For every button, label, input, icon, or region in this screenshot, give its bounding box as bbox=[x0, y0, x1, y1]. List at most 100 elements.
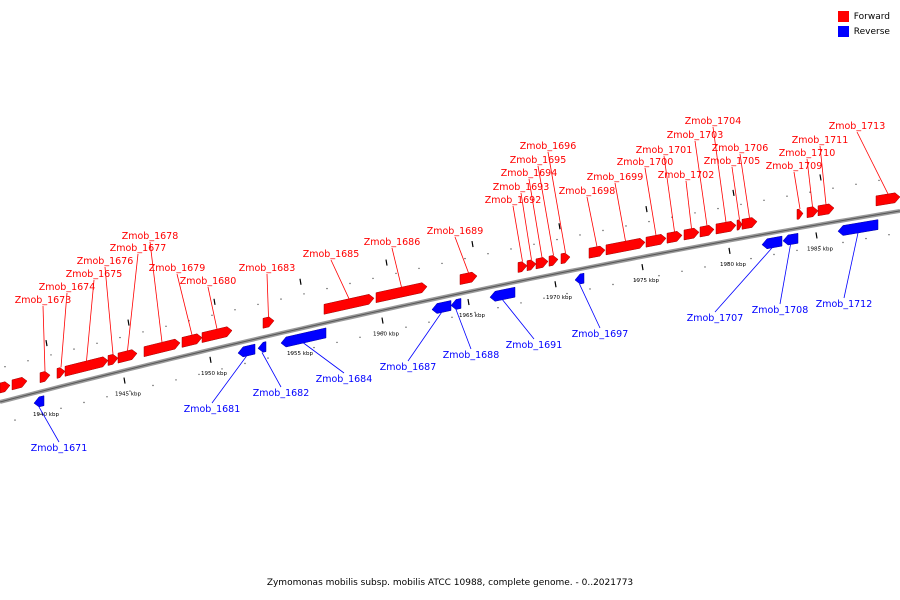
gene-label-zmob_1674[interactable]: Zmob_1674 bbox=[39, 282, 96, 293]
gene-arrow-zmob_1712[interactable] bbox=[837, 219, 879, 236]
leader-line bbox=[739, 153, 750, 218]
gene-arrow-zmob_1679[interactable] bbox=[181, 333, 203, 348]
gene-arrow-zmob_1702[interactable] bbox=[683, 227, 700, 241]
gene-arrow-zmob_1696[interactable] bbox=[560, 252, 571, 265]
gene-label-zmob_1713[interactable]: Zmob_1713 bbox=[829, 121, 886, 132]
gene-arrow-zmob_1695[interactable] bbox=[548, 255, 559, 267]
gene-label-zmob_1691[interactable]: Zmob_1691 bbox=[506, 340, 563, 351]
scale-dot bbox=[658, 275, 660, 277]
gene-label-zmob_1700[interactable]: Zmob_1700 bbox=[617, 157, 674, 168]
gene-label-zmob_1699[interactable]: Zmob_1699 bbox=[587, 172, 644, 183]
gene-label-zmob_1709[interactable]: Zmob_1709 bbox=[766, 161, 823, 172]
gene-label-zmob_1704[interactable]: Zmob_1704 bbox=[685, 116, 742, 127]
gene-label-zmob_1694[interactable]: Zmob_1694 bbox=[501, 168, 558, 179]
gene-label-zmob_1686[interactable]: Zmob_1686 bbox=[364, 237, 421, 248]
gene-arrow-zmob_1703[interactable] bbox=[699, 225, 715, 238]
scale-dot bbox=[487, 253, 489, 255]
gene-arrow-zmob_1687[interactable] bbox=[431, 300, 452, 314]
gene-label-zmob_1676[interactable]: Zmob_1676 bbox=[77, 256, 134, 267]
gene-label-zmob_1702[interactable]: Zmob_1702 bbox=[658, 170, 715, 181]
major-tick-upper bbox=[385, 259, 388, 266]
gene-label-zmob_1677[interactable]: Zmob_1677 bbox=[110, 243, 167, 254]
gene-label-zmob_1696[interactable]: Zmob_1696 bbox=[520, 141, 577, 152]
gene-arrow-zmob_1713[interactable] bbox=[875, 192, 900, 207]
gene-label-zmob_1681[interactable]: Zmob_1681 bbox=[184, 404, 241, 415]
gene-label-zmob_1698[interactable]: Zmob_1698 bbox=[559, 186, 616, 197]
gene-label-zmob_1682[interactable]: Zmob_1682 bbox=[253, 388, 310, 399]
legend-reverse: Reverse bbox=[837, 24, 890, 39]
gene-label-zmob_1680[interactable]: Zmob_1680 bbox=[180, 276, 237, 287]
gene-label-zmob_1712[interactable]: Zmob_1712 bbox=[816, 299, 873, 310]
gene-label-zmob_1675[interactable]: Zmob_1675 bbox=[66, 269, 123, 280]
scale-dot bbox=[244, 362, 246, 365]
leader-line bbox=[104, 266, 114, 355]
gene-arrow-zmob_1697[interactable] bbox=[574, 272, 585, 285]
gene-arrow-zmob_1678[interactable] bbox=[143, 338, 181, 358]
gene-arrow-zmob_1693[interactable] bbox=[526, 259, 537, 272]
gene-label-zmob_1708[interactable]: Zmob_1708 bbox=[752, 305, 809, 316]
scale-dot bbox=[211, 314, 213, 316]
gene-label-zmob_1688[interactable]: Zmob_1688 bbox=[443, 350, 500, 361]
gene-arrow-zmob_1682[interactable] bbox=[257, 341, 267, 353]
gene-label-zmob_1697[interactable]: Zmob_1697 bbox=[572, 329, 629, 340]
gene-arrow-zmob_1710[interactable] bbox=[806, 206, 819, 218]
gene-label-zmob_1683[interactable]: Zmob_1683 bbox=[239, 263, 296, 274]
gene-arrow-zmob_1677[interactable] bbox=[117, 349, 138, 364]
gene-arrow-zmob_1701[interactable] bbox=[666, 231, 683, 244]
gene-label-zmob_1684[interactable]: Zmob_1684 bbox=[316, 374, 373, 385]
gene-label-zmob_1711[interactable]: Zmob_1711 bbox=[792, 135, 849, 146]
gene-arrow-zmob_1704[interactable] bbox=[715, 221, 737, 235]
gene-label-zmob_1678[interactable]: Zmob_1678 bbox=[122, 231, 179, 242]
gene-arrow-zmob_1684[interactable] bbox=[280, 327, 327, 348]
gene-arrow-zmob_1699[interactable] bbox=[605, 238, 646, 256]
gene-arrow-zmob_1705[interactable] bbox=[736, 219, 743, 231]
scale-dot bbox=[14, 419, 16, 421]
gene-label-zmob_1705[interactable]: Zmob_1705 bbox=[704, 156, 761, 167]
gene-arrow-zmob_1707[interactable] bbox=[761, 235, 783, 250]
gene-arrow-zmob_1680[interactable] bbox=[201, 326, 233, 343]
gene-arrow-zmob_1674[interactable] bbox=[56, 367, 66, 379]
tick-label: 1965 kbp bbox=[459, 313, 485, 319]
gene-label-zmob_1673[interactable]: Zmob_1673 bbox=[15, 295, 72, 306]
gene-arrow-zmob_1685[interactable] bbox=[323, 294, 375, 315]
gene-arrow-zmob_1673[interactable] bbox=[39, 371, 51, 384]
leader-line bbox=[856, 131, 889, 195]
gene-label-zmob_1687[interactable]: Zmob_1687 bbox=[380, 362, 437, 373]
major-tick-lower bbox=[815, 232, 818, 239]
gene-label-zmob_1671[interactable]: Zmob_1671 bbox=[31, 443, 88, 454]
gene-arrow-zmob_1694[interactable] bbox=[535, 257, 549, 270]
gene-label-zmob_1701[interactable]: Zmob_1701 bbox=[636, 145, 693, 156]
gene-label-zmob_1693[interactable]: Zmob_1693 bbox=[493, 182, 550, 193]
gene-label-zmob_1689[interactable]: Zmob_1689 bbox=[427, 226, 484, 237]
gene-arrow-zmob_1686[interactable] bbox=[375, 282, 428, 304]
gene-arrow-zmob_1689[interactable] bbox=[459, 271, 478, 285]
leader-line bbox=[407, 312, 442, 362]
gene-arrow-zmob_1683[interactable] bbox=[262, 316, 275, 329]
gene-arrow-zmob_1711[interactable] bbox=[817, 203, 835, 217]
gene-arrow-zmob_1688[interactable] bbox=[450, 298, 462, 310]
leader-line bbox=[303, 342, 345, 374]
gene-label-zmob_1703[interactable]: Zmob_1703 bbox=[667, 130, 724, 141]
gene-label-zmob_1692[interactable]: Zmob_1692 bbox=[485, 195, 542, 206]
gene-arrow-zmob_1698[interactable] bbox=[588, 245, 606, 259]
gene-label-zmob_1679[interactable]: Zmob_1679 bbox=[149, 263, 206, 274]
gene-label-zmob_1685[interactable]: Zmob_1685 bbox=[303, 249, 360, 260]
scale-dot bbox=[566, 292, 568, 295]
gene-arrow-zmob_1681[interactable] bbox=[237, 343, 256, 358]
scale-dot bbox=[717, 207, 719, 210]
scale-dot bbox=[106, 396, 108, 398]
gene-label-zmob_1707[interactable]: Zmob_1707 bbox=[687, 313, 744, 324]
gene-arrow-zmob_1708[interactable] bbox=[782, 233, 799, 246]
gene-arrow-zmob_1709[interactable] bbox=[796, 208, 804, 220]
gene-label-zmob_1695[interactable]: Zmob_1695 bbox=[510, 155, 567, 166]
gene-arrow-zmob_1692[interactable] bbox=[517, 261, 528, 273]
gene-arrow-zmob_1706[interactable] bbox=[741, 217, 758, 230]
gene-arrow-zmob_1676[interactable] bbox=[107, 354, 119, 366]
leader-line bbox=[614, 182, 626, 242]
gene-label-zmob_1710[interactable]: Zmob_1710 bbox=[779, 148, 836, 159]
gene-arrow-zmob_1675[interactable] bbox=[64, 356, 109, 377]
gene-arrow-zmob_1671[interactable] bbox=[33, 395, 45, 408]
gene-label-zmob_1706[interactable]: Zmob_1706 bbox=[712, 143, 769, 154]
gene-arrow-zmob_1691[interactable] bbox=[489, 286, 516, 302]
gene-arrow-zmob_1700[interactable] bbox=[645, 234, 667, 248]
